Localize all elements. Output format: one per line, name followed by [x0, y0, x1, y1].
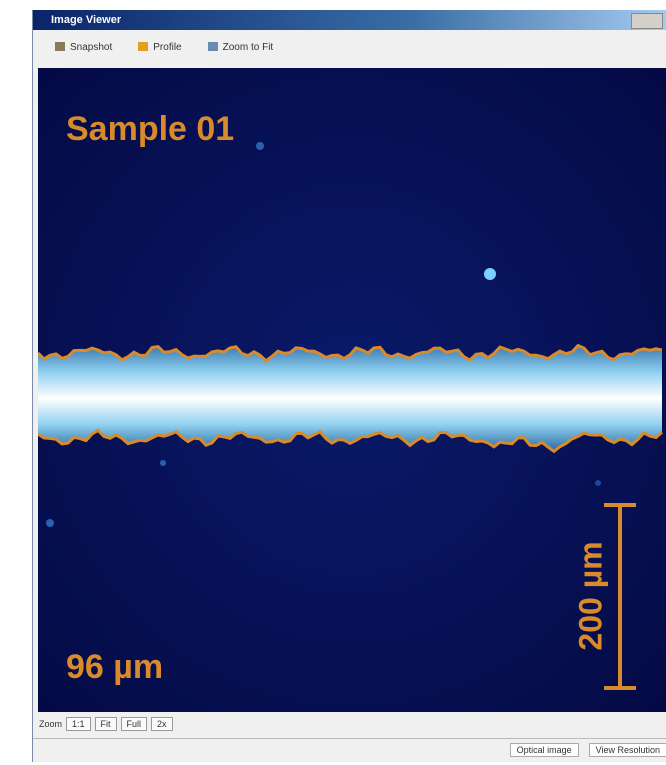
toolbar: Snapshot Profile Zoom to Fit	[33, 30, 666, 64]
speck	[160, 460, 166, 466]
window-title: Image Viewer	[51, 14, 122, 26]
zoom-label: Zoom	[39, 719, 63, 729]
speck	[484, 268, 496, 280]
fiber-band-part	[38, 343, 663, 363]
sample-label: Sample 01	[66, 110, 234, 148]
width-label: 96 µm	[66, 648, 163, 686]
zoom-button[interactable]: 1:1	[66, 717, 91, 731]
zoom-button[interactable]: 2x	[151, 717, 173, 731]
fiber-band	[38, 343, 663, 454]
toolbar-button[interactable]: Profile	[138, 42, 181, 53]
fiber-band-part	[38, 345, 662, 452]
bottom-bar: Zoom 1:1 Fit Full 2x	[33, 713, 666, 735]
toolbar-button[interactable]: Zoom to Fit	[208, 42, 274, 53]
image-view: Sample 01 96 µm 200 µm	[38, 68, 666, 712]
fiber-band-part	[38, 428, 663, 454]
speck	[256, 142, 264, 150]
toolbar-button[interactable]: Snapshot	[55, 42, 112, 53]
status-item: Optical image	[509, 743, 579, 757]
status-item: View Resolution	[588, 743, 666, 757]
speck	[46, 519, 54, 527]
title-bar: Image Viewer	[33, 10, 666, 30]
scale-label: 200 µm	[572, 541, 608, 650]
zoom-button[interactable]: Fit	[94, 717, 117, 731]
zoom-button[interactable]: Full	[120, 717, 148, 731]
status-bar: Optical image View Resolution	[33, 738, 666, 761]
window-controls[interactable]	[631, 13, 663, 29]
scale-bar	[604, 503, 636, 690]
speck	[595, 480, 601, 486]
